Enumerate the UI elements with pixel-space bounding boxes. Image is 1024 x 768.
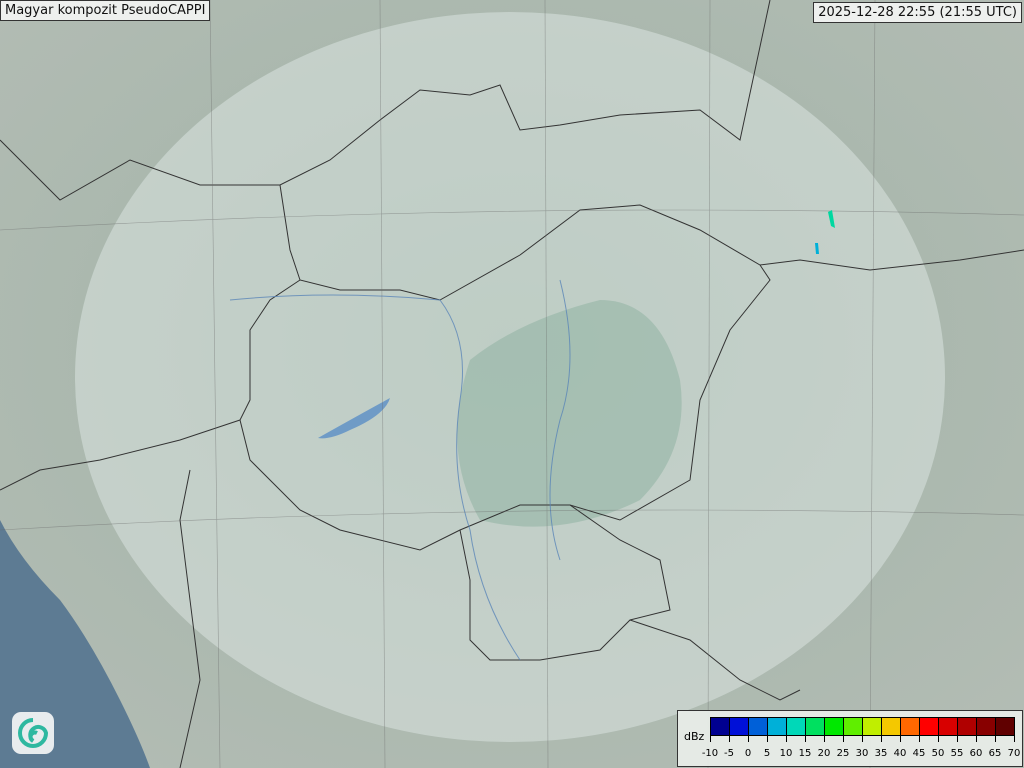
color-bin bbox=[825, 718, 844, 735]
legend-tick-label: 5 bbox=[763, 748, 771, 759]
tick-mark bbox=[767, 736, 768, 742]
tick-mark bbox=[748, 736, 749, 742]
color-bin bbox=[730, 718, 749, 735]
adriatic-sea bbox=[0, 520, 150, 768]
tick-mark bbox=[1014, 736, 1015, 742]
color-bin bbox=[996, 718, 1014, 735]
color-bin bbox=[787, 718, 806, 735]
legend-tick-label: 25 bbox=[836, 748, 850, 759]
great-plain bbox=[457, 300, 682, 527]
tick-mark bbox=[862, 736, 863, 742]
legend-tick-label: 55 bbox=[950, 748, 964, 759]
legend-tick-label: 50 bbox=[931, 748, 945, 759]
color-bin bbox=[920, 718, 939, 735]
color-bin bbox=[844, 718, 863, 735]
tick-mark bbox=[881, 736, 882, 742]
lake-balaton bbox=[318, 398, 390, 439]
tick-mark bbox=[824, 736, 825, 742]
legend-tick-label: -10 bbox=[701, 748, 719, 759]
tick-mark bbox=[843, 736, 844, 742]
tick-mark bbox=[900, 736, 901, 742]
color-bin bbox=[901, 718, 920, 735]
legend-tick-label: 65 bbox=[988, 748, 1002, 759]
legend-tick-label: 60 bbox=[969, 748, 983, 759]
tick-mark bbox=[976, 736, 977, 742]
swirl-logo-icon[interactable] bbox=[12, 712, 54, 754]
tick-mark bbox=[805, 736, 806, 742]
tick-mark bbox=[729, 736, 730, 742]
legend-tick-label: 30 bbox=[855, 748, 869, 759]
legend-tick-label: 35 bbox=[874, 748, 888, 759]
tick-mark bbox=[957, 736, 958, 742]
tick-mark bbox=[919, 736, 920, 742]
color-bin bbox=[977, 718, 996, 735]
legend-ticks: -10 -5 0 5 10 15 20 25 30 35 40 45 50 55 60 65 70 bbox=[702, 748, 1021, 762]
color-bin bbox=[749, 718, 768, 735]
color-bin bbox=[711, 718, 730, 735]
rivers bbox=[229, 279, 571, 661]
tick-mark bbox=[938, 736, 939, 742]
legend-tick-label: 0 bbox=[744, 748, 752, 759]
legend-tick-label: -5 bbox=[724, 748, 734, 759]
legend-unit: dBz bbox=[684, 730, 705, 743]
color-bin bbox=[863, 718, 882, 735]
tick-mark bbox=[786, 736, 787, 742]
legend-tick-label: 20 bbox=[817, 748, 831, 759]
product-title: Magyar kompozit PseudoCAPPI bbox=[0, 0, 211, 21]
color-bin bbox=[882, 718, 901, 735]
legend-tick-label: 40 bbox=[893, 748, 907, 759]
timestamp: 2025-12-28 22:55 (21:55 UTC) bbox=[813, 2, 1022, 23]
dbz-legend: dBz -10 -5 0 5 10 15 20 25 30 35 40 45 50 55 60 65 70 bbox=[677, 710, 1023, 767]
legend-tick-label: 45 bbox=[912, 748, 926, 759]
tick-mark bbox=[710, 736, 711, 742]
color-bin bbox=[958, 718, 977, 735]
color-bin bbox=[939, 718, 958, 735]
legend-tick-label: 70 bbox=[1007, 748, 1021, 759]
color-bin bbox=[806, 718, 825, 735]
tick-mark bbox=[995, 736, 996, 742]
legend-tick-label: 10 bbox=[779, 748, 793, 759]
color-bin bbox=[768, 718, 787, 735]
color-scale bbox=[710, 717, 1015, 736]
legend-tick-label: 15 bbox=[798, 748, 812, 759]
radar-echo bbox=[815, 210, 835, 254]
